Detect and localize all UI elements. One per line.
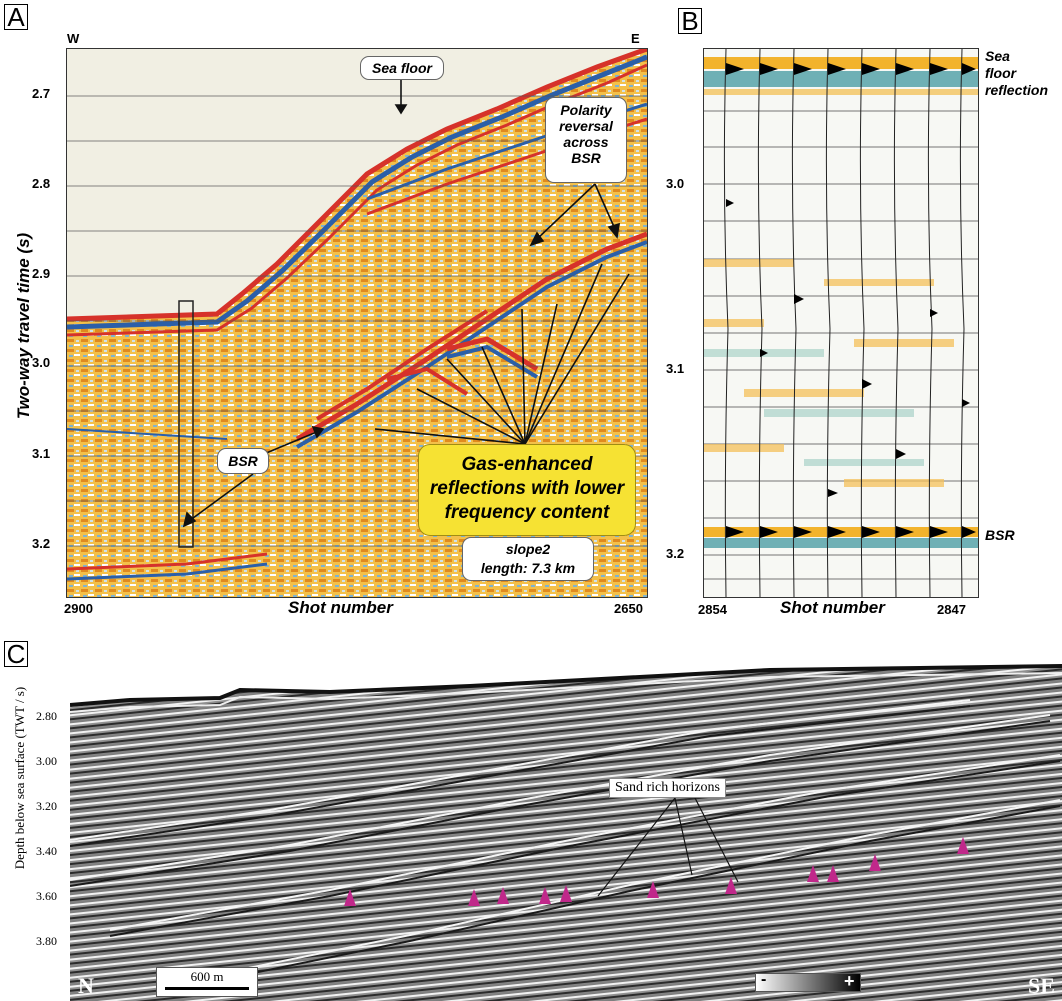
b-ytick: 3.2 bbox=[666, 546, 685, 561]
panel-c-ylabel: Depth below sea surface (TWT / s) bbox=[12, 686, 27, 870]
a-ytick: 2.7 bbox=[32, 86, 51, 101]
east-label: E bbox=[631, 31, 640, 46]
scale-bar-line bbox=[165, 987, 249, 990]
c-ytick: 3.80 bbox=[36, 934, 57, 948]
west-label: W bbox=[67, 31, 80, 46]
polarity-line: reversal bbox=[559, 118, 613, 134]
polarity-minus: - bbox=[761, 971, 767, 988]
polarity-line: across bbox=[563, 134, 609, 150]
southeast-label: SE bbox=[1028, 973, 1055, 998]
polarity-reversal-callout: Polarity reversal across BSR bbox=[545, 97, 627, 183]
b-ytick: 3.0 bbox=[666, 176, 685, 191]
scale-bar: 600 m bbox=[156, 967, 258, 997]
traces-b-graphic bbox=[704, 49, 978, 597]
a-ytick: 3.0 bbox=[32, 355, 51, 370]
panel-c-label: C bbox=[4, 641, 28, 667]
c-ytick: 2.80 bbox=[36, 709, 57, 723]
trace-display-b bbox=[703, 48, 979, 598]
panel-a-label: A bbox=[4, 4, 28, 30]
sfr-line: Sea bbox=[985, 48, 1010, 64]
panel-b-xlabel: Shot number bbox=[780, 598, 885, 617]
c-ytick: 3.00 bbox=[36, 754, 57, 768]
polarity-line: BSR bbox=[571, 150, 601, 166]
gas-line: frequency content bbox=[444, 502, 610, 523]
polarity-plus: + bbox=[844, 971, 855, 991]
slope-name: slope2 bbox=[505, 541, 551, 557]
c-ytick: 3.60 bbox=[36, 889, 57, 903]
sfr-line: reflection bbox=[985, 82, 1049, 98]
slope-length: length: 7.3 km bbox=[480, 560, 576, 576]
seismic-section-c bbox=[70, 660, 1062, 1001]
b-ytick: 3.1 bbox=[666, 361, 685, 376]
b-xtick-right: 2847 bbox=[937, 602, 966, 617]
seismic-c-graphic bbox=[70, 664, 1062, 1001]
gas-line: Gas-enhanced bbox=[461, 454, 593, 475]
polarity-colorbar: - + bbox=[755, 971, 861, 992]
sea-floor-reflection-label: Sea floor reflection bbox=[985, 48, 1048, 99]
gas-line: reflections with lower bbox=[429, 478, 625, 499]
north-label: N bbox=[78, 973, 94, 998]
a-ytick: 3.1 bbox=[32, 446, 51, 461]
b-xtick-left: 2854 bbox=[698, 602, 727, 617]
a-ytick: 2.8 bbox=[32, 176, 51, 191]
polarity-line: Polarity bbox=[560, 102, 612, 118]
a-ytick: 2.9 bbox=[32, 266, 51, 281]
a-xtick-right: 2650 bbox=[614, 601, 643, 616]
scale-bar-label: 600 m bbox=[190, 969, 224, 984]
c-ytick: 3.20 bbox=[36, 799, 57, 813]
panel-a-xlabel: Shot number bbox=[288, 598, 393, 617]
b-bsr-label: BSR bbox=[985, 527, 1015, 543]
sea-floor-callout: Sea floor bbox=[360, 56, 444, 80]
panel-b-label: B bbox=[678, 8, 702, 34]
slope-length-callout: slope2 length: 7.3 km bbox=[462, 537, 594, 581]
panel-a-ylabel: Two-way travel time (s) bbox=[14, 232, 33, 420]
sfr-line: floor bbox=[985, 65, 1017, 81]
a-ytick: 3.2 bbox=[32, 536, 51, 551]
sand-rich-horizons-label: Sand rich horizons bbox=[609, 778, 726, 798]
bsr-callout: BSR bbox=[217, 448, 269, 474]
gas-enhanced-callout: Gas-enhanced reflections with lower freq… bbox=[418, 444, 636, 536]
c-ytick: 3.40 bbox=[36, 844, 57, 858]
a-xtick-left: 2900 bbox=[64, 601, 93, 616]
